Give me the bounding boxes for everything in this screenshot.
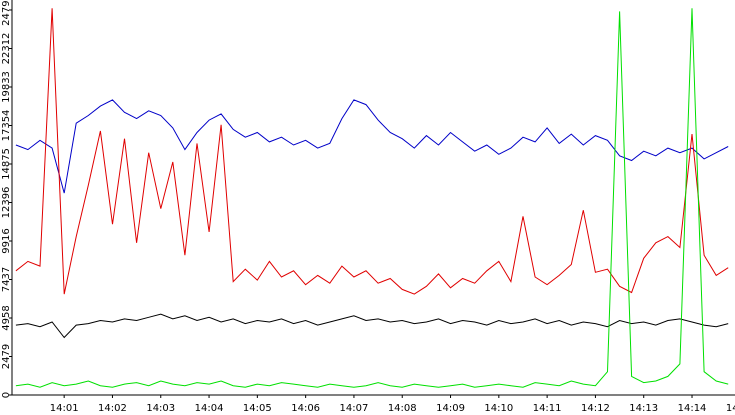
x-tick-label: 14:07 (340, 403, 369, 414)
x-tick-label: 14:05 (243, 403, 272, 414)
series-line (15, 8, 729, 295)
series-line (15, 313, 729, 339)
y-tick-label: 9916 (1, 228, 12, 253)
x-tick-label: 14:11 (533, 403, 562, 414)
y-tick-label: 4958 (1, 305, 12, 330)
x-tick-label: 14:04 (195, 403, 224, 414)
y-tick-label: 22312 (1, 33, 12, 65)
x-tick-label: 14:02 (98, 403, 127, 414)
x-tick-label: 14:14 (678, 403, 707, 414)
y-tick-label: 12396 (1, 187, 12, 219)
x-tick-label: 14:03 (146, 403, 175, 414)
y-tick-label: 14875 (1, 148, 12, 180)
series-line (15, 99, 729, 194)
y-tick-label: 2479 (1, 344, 12, 369)
y-tick-label: 19833 (1, 71, 12, 103)
x-tick-label: 14:01 (50, 403, 79, 414)
x-tick-label: 14:08 (388, 403, 417, 414)
x-tick-label: 14:12 (581, 403, 610, 414)
x-tick-label: 14:13 (629, 403, 658, 414)
y-tick-label: 17354 (1, 110, 12, 142)
y-tick-label: 7437 (1, 267, 12, 292)
series-line (15, 8, 729, 388)
x-tick-label: 14:15 (726, 403, 735, 414)
x-tick-label: 14:09 (436, 403, 465, 414)
x-tick-label: 14:10 (484, 403, 513, 414)
y-tick-label: 0 (1, 392, 12, 398)
x-tick-label: 14:06 (291, 403, 320, 414)
y-tick-label: 24792 (1, 0, 12, 26)
